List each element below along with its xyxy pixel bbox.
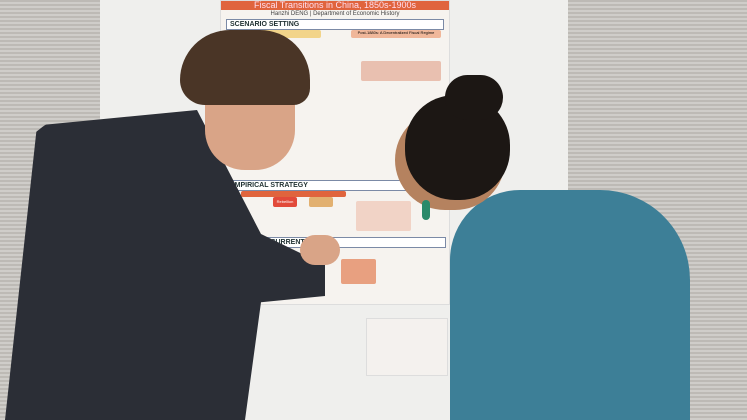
subhead-post-1880s: Post-1880s: A Decentralized Fiscal Regim… [351, 30, 441, 38]
man-hand [300, 235, 340, 265]
box [309, 197, 333, 207]
man-hair [180, 30, 310, 105]
earring [422, 200, 430, 220]
figure [361, 61, 441, 81]
3d-chart [356, 201, 411, 231]
poster-title: Fiscal Transitions in China, 1850s-1900s [221, 1, 449, 10]
subhead-block [261, 30, 321, 38]
section-scenario-setting: SCENARIO SETTING [226, 19, 444, 30]
info-card [366, 318, 448, 376]
woman-sweater [450, 190, 690, 420]
bar [241, 191, 346, 197]
map [341, 259, 376, 284]
poster-author: Hanzhi DENG | Department of Economic His… [270, 11, 400, 17]
rebellion-box: Rebellion [273, 197, 297, 207]
woman-hair-bun [445, 75, 503, 120]
